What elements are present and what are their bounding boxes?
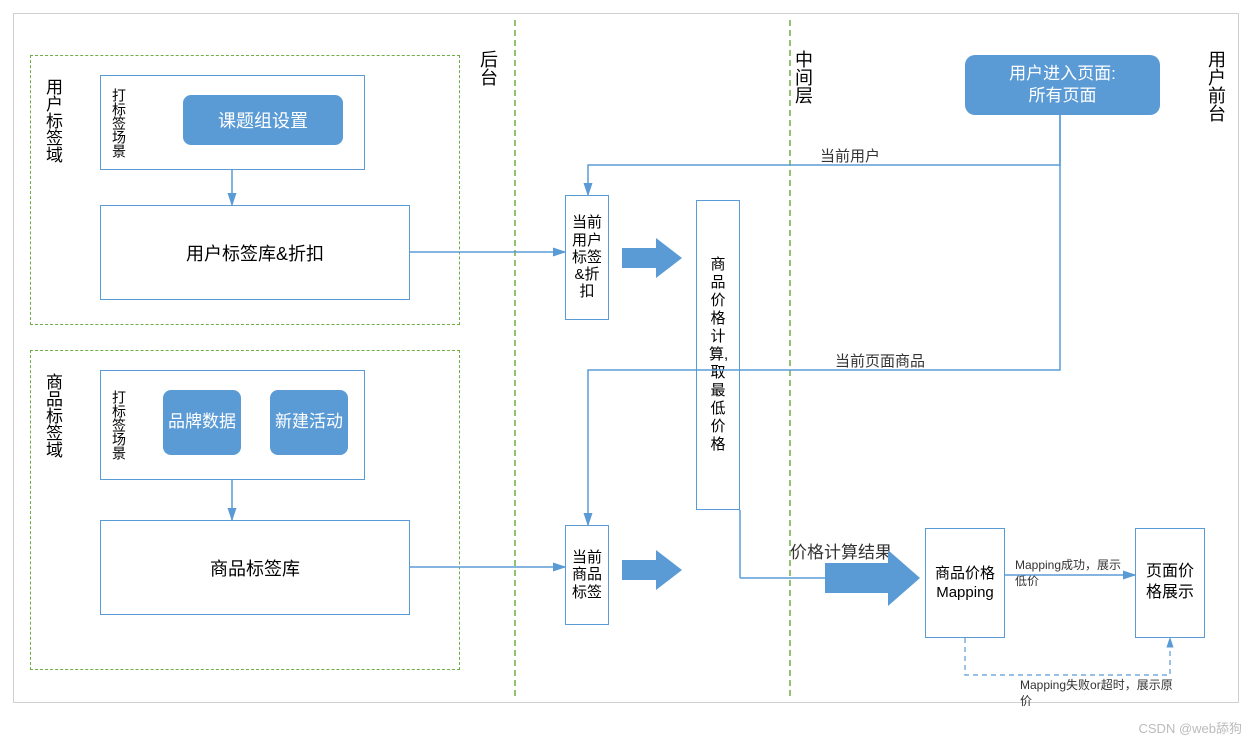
node-user-tag-lib-label: 用户标签库&折扣 xyxy=(186,240,324,266)
node-price-calc-label: 商品价格计算, 取最低价格 xyxy=(709,256,727,454)
edge-label-price-result: 价格计算结果 xyxy=(790,538,892,563)
node-product-tag-lib: 商品标签库 xyxy=(100,520,410,615)
node-product-mapping: 商品价格Mapping xyxy=(925,528,1005,638)
node-page-price-label: 页面价格展示 xyxy=(1140,562,1200,604)
node-current-user-tag-label: 当前用户标签&折扣 xyxy=(570,214,604,300)
node-product-tag-lib-label: 商品标签库 xyxy=(210,555,300,581)
watermark: CSDN @web舔狗 xyxy=(1139,718,1243,737)
node-user-enter-l2: 所有页面 xyxy=(1029,85,1097,107)
node-current-product-tag-label: 当前商品标签 xyxy=(570,549,604,601)
column-label-middle: 中间层 xyxy=(790,50,816,104)
node-current-user-tag: 当前用户标签&折扣 xyxy=(565,195,609,320)
domain-product-tag-label: 商品标签域 xyxy=(40,373,65,458)
node-current-product-tag: 当前商品标签 xyxy=(565,525,609,625)
node-tag-scene-1-label: 打标签场景 xyxy=(109,88,129,158)
node-user-enter-l1: 用户进入页面: xyxy=(1009,63,1116,85)
node-new-activity-label: 新建活动 xyxy=(275,411,343,433)
node-user-enter: 用户进入页面: 所有页面 xyxy=(965,55,1160,115)
node-product-mapping-label: 商品价格Mapping xyxy=(930,564,1000,603)
diagram-canvas: 后台 中间层 用户前台 用户标签域 商品标签域 打标签场景 课题组设置 用户标签… xyxy=(0,0,1252,741)
edge-label-current-page-product: 当前页面商品 xyxy=(835,350,925,371)
node-new-activity: 新建活动 xyxy=(270,390,348,455)
node-brand-data-label: 品牌数据 xyxy=(168,411,236,433)
domain-user-tag-label: 用户标签域 xyxy=(40,78,65,163)
column-label-backend: 后台 xyxy=(475,50,501,86)
node-user-tag-lib: 用户标签库&折扣 xyxy=(100,205,410,300)
edge-label-mapping-fail: Mapping失败or超时，展示原价 xyxy=(1020,678,1180,709)
node-page-price: 页面价格展示 xyxy=(1135,528,1205,638)
edge-label-current-user: 当前用户 xyxy=(820,145,880,166)
node-research-setting-label: 课题组设置 xyxy=(218,107,308,133)
column-label-frontend: 用户前台 xyxy=(1203,50,1229,122)
node-research-setting: 课题组设置 xyxy=(183,95,343,145)
edge-label-mapping-success: Mapping成功，展示低价 xyxy=(1015,558,1125,589)
node-brand-data: 品牌数据 xyxy=(163,390,241,455)
node-price-calc: 商品价格计算, 取最低价格 xyxy=(696,200,740,510)
node-tag-scene-2-label: 打标签场景 xyxy=(109,390,129,460)
